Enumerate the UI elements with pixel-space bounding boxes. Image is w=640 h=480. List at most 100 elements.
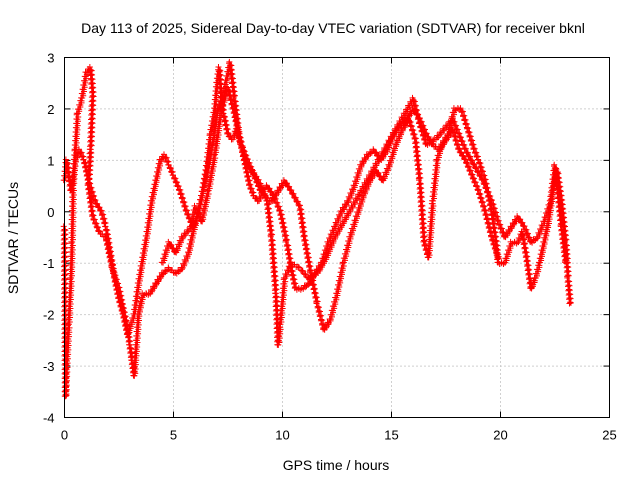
data-point [223,126,230,133]
data-point [117,303,124,310]
data-point [227,97,234,104]
data-point [166,165,173,172]
data-point [316,313,323,320]
data-point [522,227,529,234]
data-point [247,186,254,193]
data-point [294,263,301,270]
data-point [169,171,176,178]
data-point [457,105,464,112]
data-point [88,189,95,196]
data-point [80,156,87,163]
data-point [229,105,236,112]
x-tick-label: 25 [602,428,616,443]
data-point [218,108,225,115]
data-point [567,299,574,306]
data-point [525,234,532,241]
data-point [240,148,247,155]
data-point [456,134,463,141]
data-point [101,220,108,227]
data-point [277,212,284,219]
data-point [100,216,107,223]
data-point [554,175,561,182]
data-point [112,283,119,290]
y-tick-labels: -4 -3 -2 -1 0 1 2 3 [43,51,55,426]
data-point [487,233,494,240]
data-point [243,156,250,163]
data-point [557,193,564,200]
data-point [245,178,252,185]
data-point [555,180,562,187]
data-point [89,213,96,220]
data-point [176,187,183,194]
data-point [465,129,472,136]
data-point [104,236,111,243]
data-point [462,121,469,128]
data-point [480,173,487,180]
data-point [496,222,503,229]
data-point [224,84,231,91]
data-point [105,244,112,251]
data-point [484,189,491,196]
data-point [126,341,133,348]
data-point [226,93,233,100]
data-point [470,146,477,153]
data-point [172,179,179,186]
data-point [280,224,287,231]
data-point [232,118,239,125]
data-point [451,133,458,140]
data-point [296,207,303,214]
data-point [473,153,480,160]
data-point [497,225,504,232]
data-point [493,250,500,257]
data-point [474,187,481,194]
data-point [567,299,574,306]
chart-title: Day 113 of 2025, Sidereal Day-to-day VTE… [81,20,585,36]
data-point [468,171,475,178]
data-point [222,122,229,129]
data-point [409,94,416,101]
data-point [525,276,532,283]
data-point [84,177,91,184]
data-point [228,76,235,83]
data-point [524,263,531,270]
data-point [417,119,424,126]
data-point [273,286,280,293]
data-point [89,193,96,200]
data-point [478,168,485,175]
data-point [494,218,501,225]
data-point [522,249,529,256]
data-point [276,207,283,214]
data-point [556,188,563,195]
data-point [466,168,473,175]
data-point [85,181,92,188]
data-points [60,58,574,400]
data-point [115,295,122,302]
data-point [489,221,496,228]
data-point [407,123,414,130]
x-tick-label: 15 [384,428,398,443]
data-point [553,166,560,173]
data-point [273,200,280,207]
data-point [116,299,123,306]
data-point [303,250,310,257]
data-point [481,207,488,214]
data-point [474,156,481,163]
data-point [87,199,94,206]
data-point [525,271,532,278]
data-point [97,207,104,214]
data-point [485,193,492,200]
series-track-b [60,58,574,338]
data-point [473,183,480,190]
data-point [310,286,317,293]
y-tick-label: 1 [47,153,54,168]
data-point [283,238,290,245]
data-point [267,227,274,234]
data-point [114,291,121,298]
data-point [281,233,288,240]
data-point [298,216,305,223]
data-point [171,175,178,182]
data-point [480,203,487,210]
data-point [314,304,321,311]
data-point [263,202,270,209]
data-point [244,174,251,181]
